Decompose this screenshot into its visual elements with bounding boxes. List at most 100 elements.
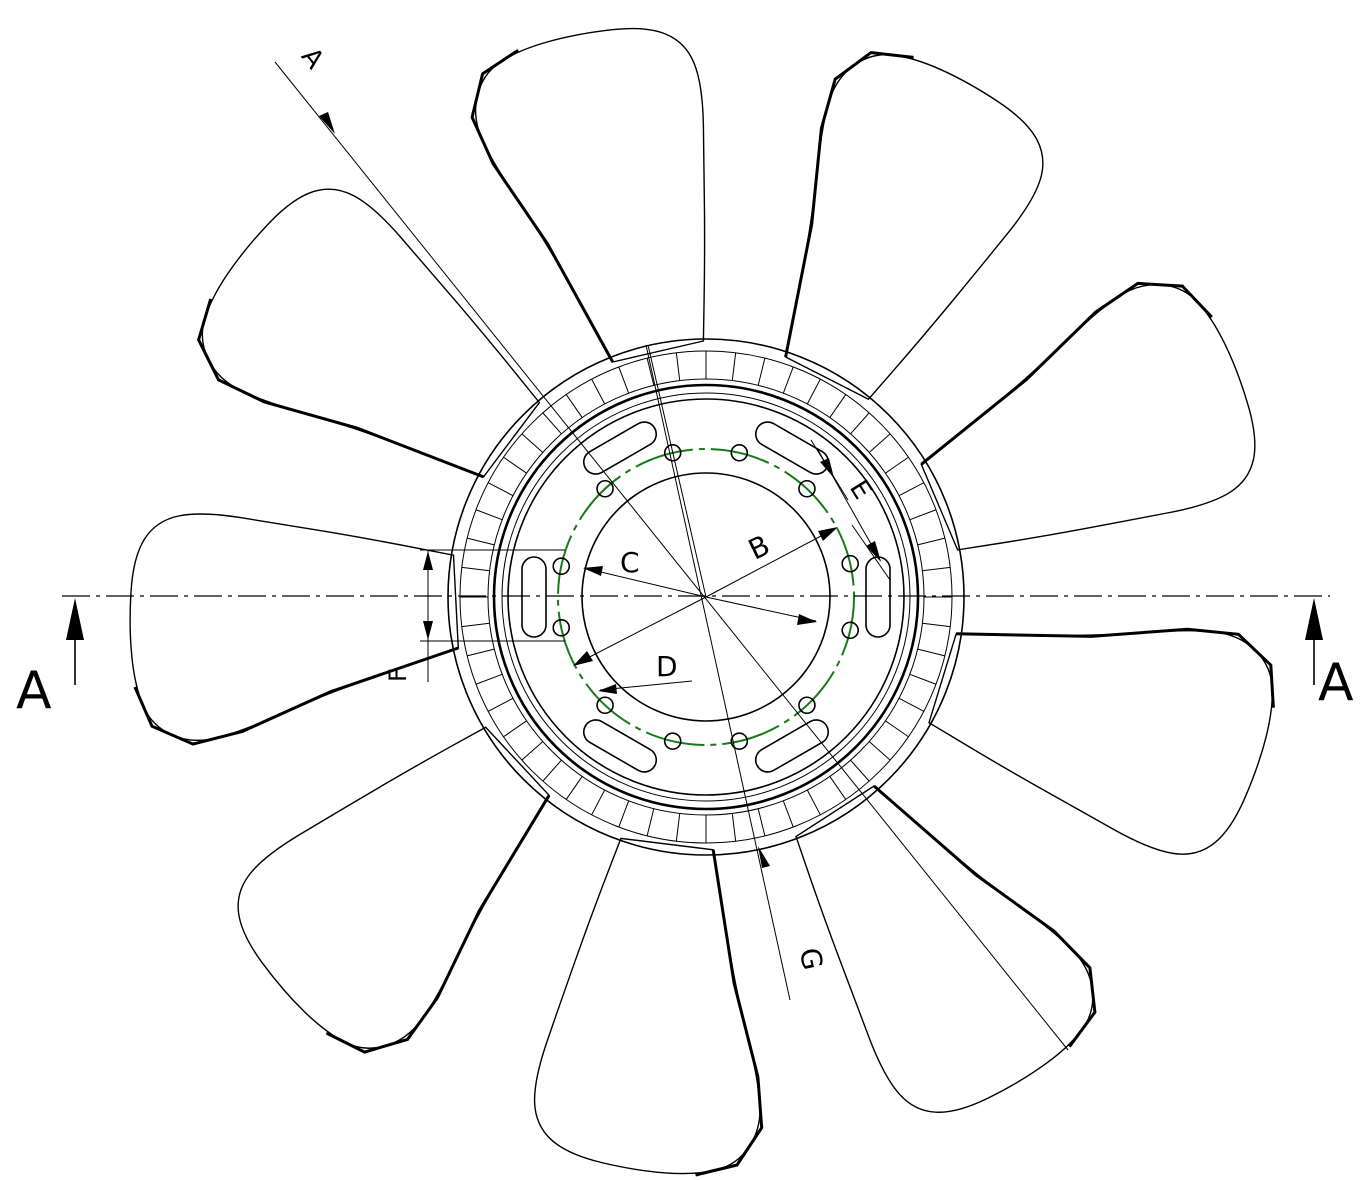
hub-rib bbox=[806, 789, 821, 816]
hub-slot bbox=[754, 421, 830, 475]
hub-outer-rim bbox=[447, 338, 965, 856]
hub-rib bbox=[917, 537, 945, 546]
fan-blade-leading-edge bbox=[470, 48, 615, 363]
hub-rib bbox=[503, 456, 527, 474]
fan-blade bbox=[795, 785, 1094, 1113]
bolt-hole bbox=[663, 732, 682, 751]
hub-rib bbox=[782, 800, 794, 828]
section-label-top: A bbox=[295, 42, 330, 75]
bolt-hole bbox=[552, 618, 571, 637]
hub-rib bbox=[618, 366, 630, 394]
hub-rib bbox=[503, 720, 527, 738]
hub-rib bbox=[461, 566, 490, 572]
hub-rib bbox=[565, 776, 583, 800]
center-lines bbox=[62, 61, 1330, 1051]
hub-rib bbox=[868, 741, 891, 761]
section-arrows bbox=[66, 598, 1323, 685]
dim-b-arrowhead bbox=[818, 527, 838, 541]
fan-blade bbox=[129, 513, 460, 742]
hub-rib bbox=[675, 813, 681, 842]
fan-blades bbox=[129, 27, 1275, 1177]
hub-slot bbox=[582, 719, 658, 773]
hub-rib bbox=[542, 412, 562, 435]
dim-e-arrowhead-2 bbox=[866, 541, 881, 562]
fan-blade-leading-edge bbox=[956, 627, 1275, 708]
dim-e-ext-2 bbox=[851, 524, 891, 581]
dim-label-f: F bbox=[384, 668, 412, 682]
hub-rib bbox=[922, 566, 951, 572]
hub-rib bbox=[868, 433, 891, 453]
hub-rib bbox=[646, 808, 655, 836]
dim-b-line bbox=[705, 527, 837, 598]
section-label-right: A bbox=[1318, 653, 1354, 713]
dim-f-arrowhead-2 bbox=[423, 621, 433, 640]
bolt-hole bbox=[798, 479, 816, 498]
fan-blade-leading-edge bbox=[196, 298, 485, 479]
hub-rib bbox=[898, 697, 925, 712]
hub-rib bbox=[591, 789, 606, 816]
fan-blade-leading-edge bbox=[784, 51, 914, 358]
hub-rib bbox=[521, 741, 544, 761]
fan-blade-leading-edge bbox=[133, 646, 459, 746]
hub-rib bbox=[850, 412, 870, 435]
fan-blade bbox=[920, 283, 1256, 551]
hub-rib bbox=[461, 622, 490, 628]
bolt-hole bbox=[663, 443, 682, 462]
dim-c-arrowhead-2 bbox=[797, 614, 817, 625]
hub-rib bbox=[521, 433, 544, 453]
hub-rib bbox=[922, 622, 951, 628]
bolt-hole bbox=[552, 557, 571, 576]
bolt-hole bbox=[841, 621, 860, 640]
hub-rib bbox=[618, 800, 630, 828]
dim-c-line-2 bbox=[705, 596, 817, 622]
hub-plate-outer bbox=[492, 383, 920, 811]
hub-rib bbox=[782, 366, 794, 394]
dim-label-d: D bbox=[656, 650, 678, 683]
bolt-hole bbox=[841, 554, 860, 573]
dimension-lines bbox=[319, 112, 891, 868]
dim-c-arrowhead bbox=[583, 566, 603, 576]
dim-d-leader-arrowhead bbox=[598, 684, 617, 694]
hub-rib bbox=[757, 808, 766, 836]
radial-line-g bbox=[645, 344, 791, 1001]
dim-label-b: B bbox=[743, 528, 775, 566]
bolt-hole bbox=[730, 443, 749, 462]
hub-rib bbox=[757, 358, 766, 386]
fan-blade-leading-edge bbox=[920, 281, 1213, 466]
hub-rib bbox=[731, 813, 737, 842]
section-line-a-diagonal bbox=[274, 61, 1069, 1051]
fan-blade-leading-edge bbox=[325, 794, 551, 1054]
dim-c-line bbox=[583, 567, 707, 598]
hub-plate-step bbox=[501, 392, 911, 802]
fan-blade bbox=[474, 27, 706, 363]
hub-rib bbox=[675, 352, 681, 381]
hub-rib bbox=[467, 537, 495, 546]
bolt-hole bbox=[798, 696, 816, 715]
hub-rib bbox=[467, 648, 495, 657]
hub-rib bbox=[731, 352, 737, 381]
hub-rib bbox=[885, 720, 909, 738]
hub-rib bbox=[909, 673, 937, 685]
hub-rib bbox=[806, 378, 821, 405]
hub-rib bbox=[542, 759, 562, 782]
bolt-circle bbox=[557, 448, 855, 746]
bolt-hole bbox=[596, 696, 614, 715]
hub-rib bbox=[909, 509, 937, 521]
hub-rib bbox=[487, 697, 514, 712]
fan-blade bbox=[784, 53, 1044, 401]
hub-rib bbox=[591, 378, 606, 405]
section-arrow-left-head bbox=[66, 598, 84, 640]
dim-f-arrowhead-1 bbox=[423, 551, 433, 570]
center-bore bbox=[581, 472, 831, 722]
hub-slot bbox=[754, 719, 830, 773]
section-arrow-right-head bbox=[1305, 598, 1323, 640]
dim-label-g: G bbox=[793, 945, 830, 973]
dim-label-e: E bbox=[843, 475, 877, 505]
radial-line-top bbox=[647, 344, 707, 598]
fan-blade bbox=[237, 726, 550, 1049]
hub-rib bbox=[475, 509, 503, 521]
fan-hub bbox=[447, 338, 965, 856]
bolt-hole bbox=[730, 732, 749, 751]
hub-rib bbox=[898, 482, 925, 497]
